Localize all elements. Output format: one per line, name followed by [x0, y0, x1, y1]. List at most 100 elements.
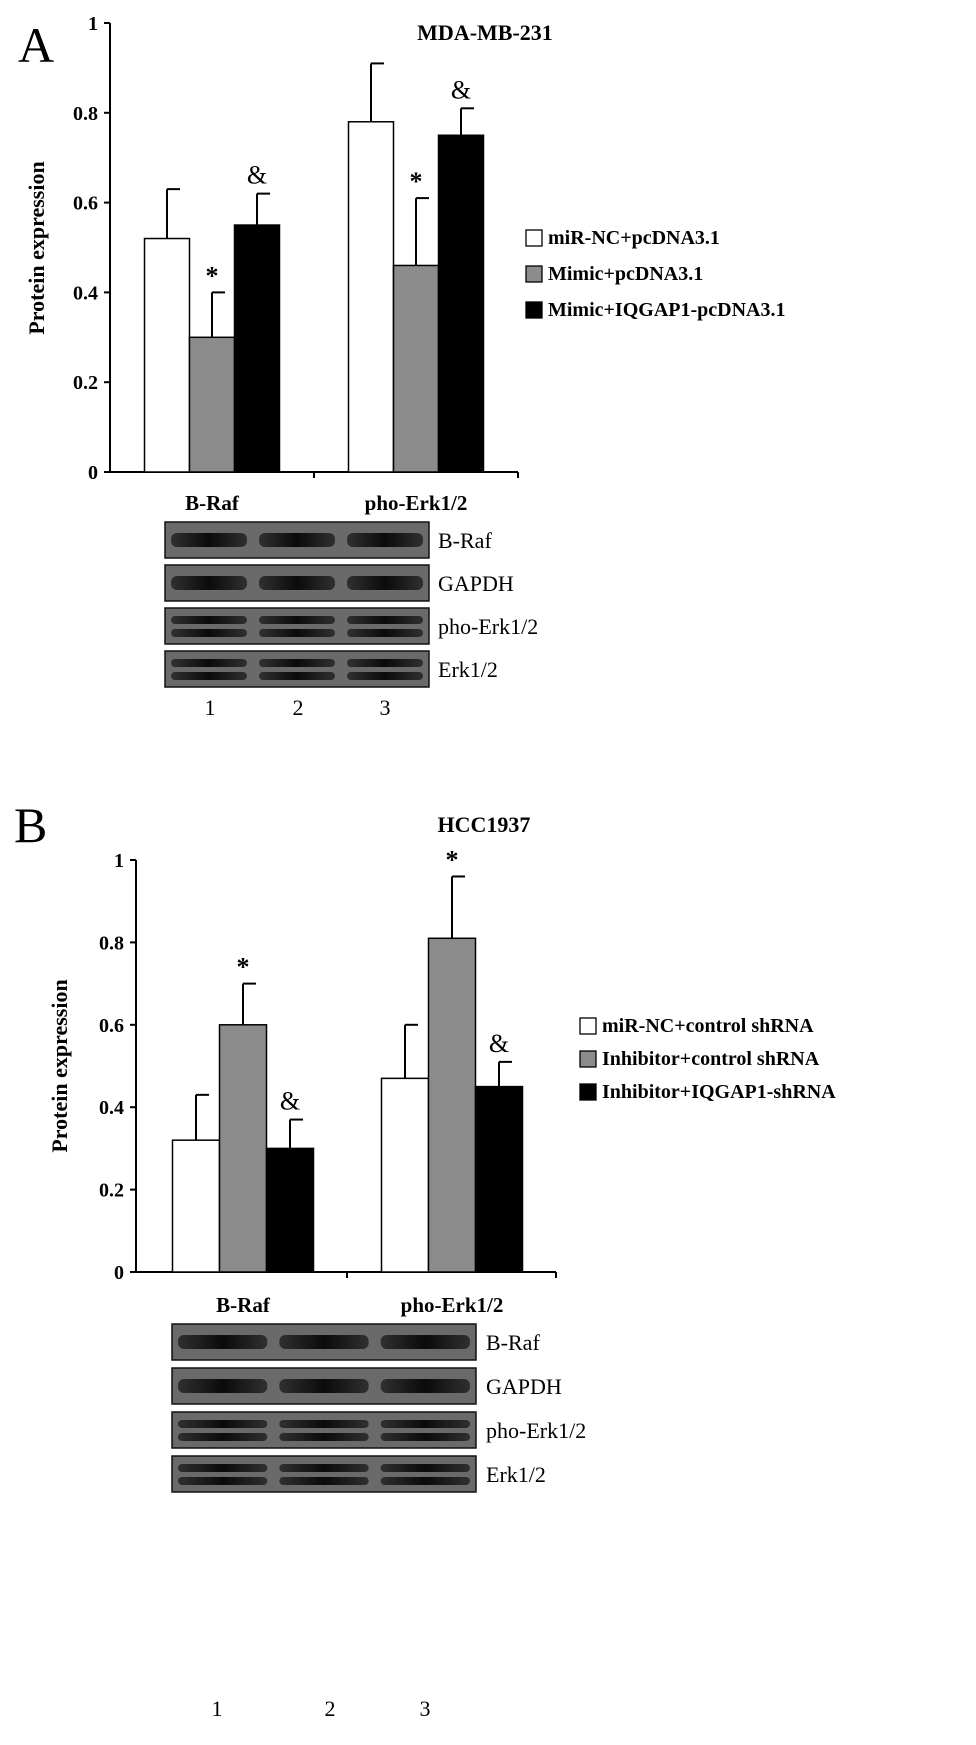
- blot-row-label: Erk1/2: [486, 1462, 546, 1487]
- blot-band: [259, 533, 335, 547]
- blot-strip: [171, 1411, 477, 1449]
- significance-mark: *: [446, 845, 459, 874]
- blot-band: [279, 1335, 369, 1349]
- blot-band: [171, 576, 247, 590]
- y-tick-label: 0.2: [99, 1180, 124, 1202]
- y-tick-label: 1: [88, 13, 98, 35]
- significance-mark: *: [237, 953, 250, 982]
- bar: [380, 1077, 430, 1273]
- blot-band: [279, 1433, 369, 1441]
- significance-mark: *: [410, 167, 423, 196]
- blot-band: [279, 1464, 369, 1472]
- blot-row-label: GAPDH: [438, 571, 514, 596]
- panel-b: B HCC1937 Protein expression 0 0.2 0.4 0.6 0…: [14, 797, 836, 1721]
- blot-band: [380, 1477, 470, 1485]
- blot-band: [178, 1464, 268, 1472]
- blot-band: [380, 1420, 470, 1428]
- blot-band: [279, 1477, 369, 1485]
- blot-strip: [164, 607, 430, 645]
- blot-band: [347, 629, 423, 637]
- category-label: B-Raf: [216, 1293, 271, 1317]
- blot-row-label: pho-Erk1/2: [438, 614, 538, 639]
- y-tick-label: 0.8: [99, 932, 124, 954]
- bar: [188, 336, 236, 473]
- significance-mark: &: [489, 1029, 509, 1058]
- blot-row-label: Erk1/2: [438, 657, 498, 682]
- legend-label: Mimic+IQGAP1-pcDNA3.1: [548, 299, 785, 321]
- bar: [218, 1024, 268, 1273]
- lane-number: 1: [212, 1696, 223, 1721]
- blot-band: [347, 576, 423, 590]
- bar: [171, 1139, 221, 1273]
- blot-band: [259, 576, 335, 590]
- blot-band: [178, 1433, 268, 1441]
- legend-swatch: [579, 1083, 597, 1101]
- lane-number: 3: [420, 1696, 431, 1721]
- legend-label: Mimic+pcDNA3.1: [548, 263, 703, 285]
- blot-band: [259, 672, 335, 680]
- bar: [347, 121, 395, 473]
- category-label: pho-Erk1/2: [365, 491, 468, 515]
- significance-mark: *: [206, 261, 219, 290]
- bar: [265, 1147, 315, 1273]
- y-tick-label: 0.8: [73, 103, 98, 125]
- legend-swatch: [579, 1017, 597, 1035]
- y-tick-label: 0.6: [99, 1015, 124, 1037]
- y-tick-label: 0: [114, 1262, 124, 1284]
- y-tick-label: 1: [114, 850, 124, 872]
- panel-letter: B: [14, 797, 47, 853]
- blot-band: [171, 672, 247, 680]
- blot-row-label: B-Raf: [438, 528, 492, 553]
- panel-letter: A: [18, 17, 54, 73]
- y-axis-label: Protein expression: [47, 979, 72, 1152]
- blot-band: [178, 1420, 268, 1428]
- bar: [392, 264, 440, 473]
- blot-band: [171, 533, 247, 547]
- legend-swatch: [579, 1050, 597, 1068]
- blot-band: [259, 616, 335, 624]
- panel-a: A MDA-MB-231 Protein expression 0 0.2 0.4 0…: [18, 13, 785, 720]
- lane-number: 2: [325, 1696, 336, 1721]
- bar: [427, 937, 477, 1273]
- blot-band: [259, 659, 335, 667]
- blot-band: [380, 1433, 470, 1441]
- blot-band: [380, 1464, 470, 1472]
- blot-band: [380, 1379, 470, 1393]
- blot-band: [347, 533, 423, 547]
- blot-band: [279, 1420, 369, 1428]
- y-tick-label: 0.6: [73, 193, 98, 215]
- legend-swatch: [525, 265, 543, 283]
- blot-band: [178, 1477, 268, 1485]
- y-tick-label: 0: [88, 462, 98, 484]
- lane-number: 2: [293, 695, 304, 720]
- blot-row-label: pho-Erk1/2: [486, 1418, 586, 1443]
- chart-title: MDA-MB-231: [417, 20, 553, 45]
- blot-band: [171, 616, 247, 624]
- y-tick-label: 0.4: [73, 282, 98, 304]
- chart-title: HCC1937: [438, 812, 531, 837]
- blot-band: [171, 659, 247, 667]
- blot-band: [347, 659, 423, 667]
- lane-number: 1: [205, 695, 216, 720]
- lane-number: 3: [380, 695, 391, 720]
- y-tick-label: 0.2: [73, 372, 98, 394]
- significance-mark: &: [247, 161, 267, 190]
- bar: [233, 224, 281, 473]
- legend-label: miR-NC+control shRNA: [602, 1015, 814, 1037]
- blot-row-label: B-Raf: [486, 1330, 540, 1355]
- blot-band: [347, 616, 423, 624]
- significance-mark: &: [451, 75, 471, 104]
- y-axis-label: Protein expression: [24, 161, 49, 334]
- blot-band: [259, 629, 335, 637]
- bar: [437, 134, 485, 473]
- blot-band: [380, 1335, 470, 1349]
- significance-mark: &: [280, 1087, 300, 1116]
- bar: [143, 237, 191, 473]
- blot-band: [171, 629, 247, 637]
- y-tick-label: 0.4: [99, 1097, 124, 1119]
- blot-row-label: GAPDH: [486, 1374, 562, 1399]
- blot-band: [178, 1335, 268, 1349]
- blot-band: [279, 1379, 369, 1393]
- legend-label: miR-NC+pcDNA3.1: [548, 227, 720, 249]
